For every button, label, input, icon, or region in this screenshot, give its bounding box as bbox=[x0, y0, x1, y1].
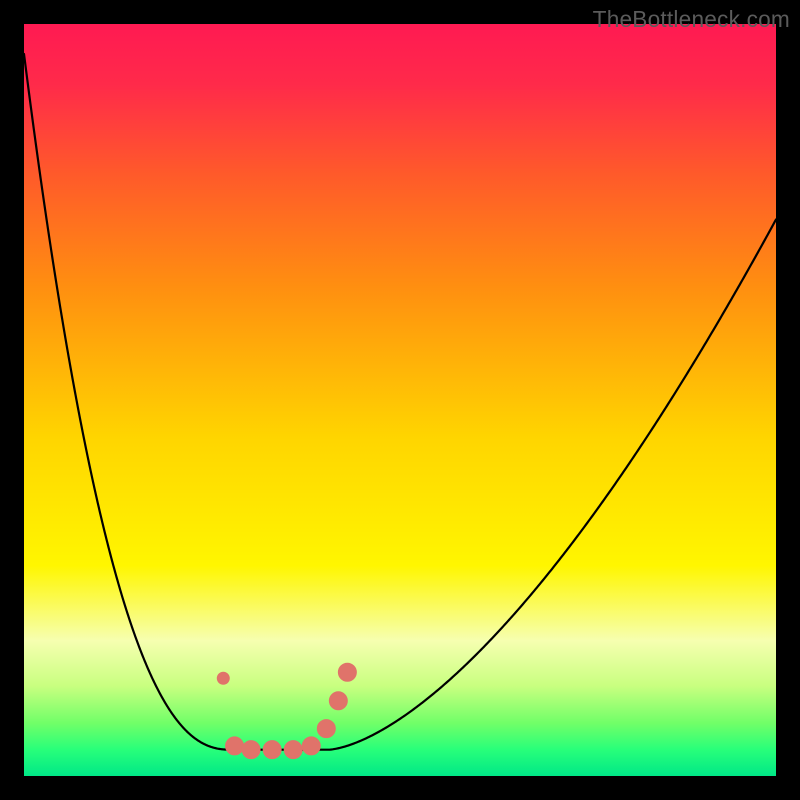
gradient-background bbox=[24, 24, 776, 776]
curve-marker bbox=[302, 737, 320, 755]
curve-marker bbox=[263, 741, 281, 759]
curve-marker bbox=[284, 741, 302, 759]
chart-svg bbox=[0, 0, 800, 800]
watermark-label: TheBottleneck.com bbox=[593, 6, 790, 33]
curve-marker bbox=[242, 741, 260, 759]
curve-marker bbox=[329, 692, 347, 710]
curve-marker bbox=[217, 672, 229, 684]
chart-stage: TheBottleneck.com bbox=[0, 0, 800, 800]
curve-marker bbox=[226, 737, 244, 755]
curve-marker bbox=[338, 663, 356, 681]
curve-marker bbox=[317, 720, 335, 738]
